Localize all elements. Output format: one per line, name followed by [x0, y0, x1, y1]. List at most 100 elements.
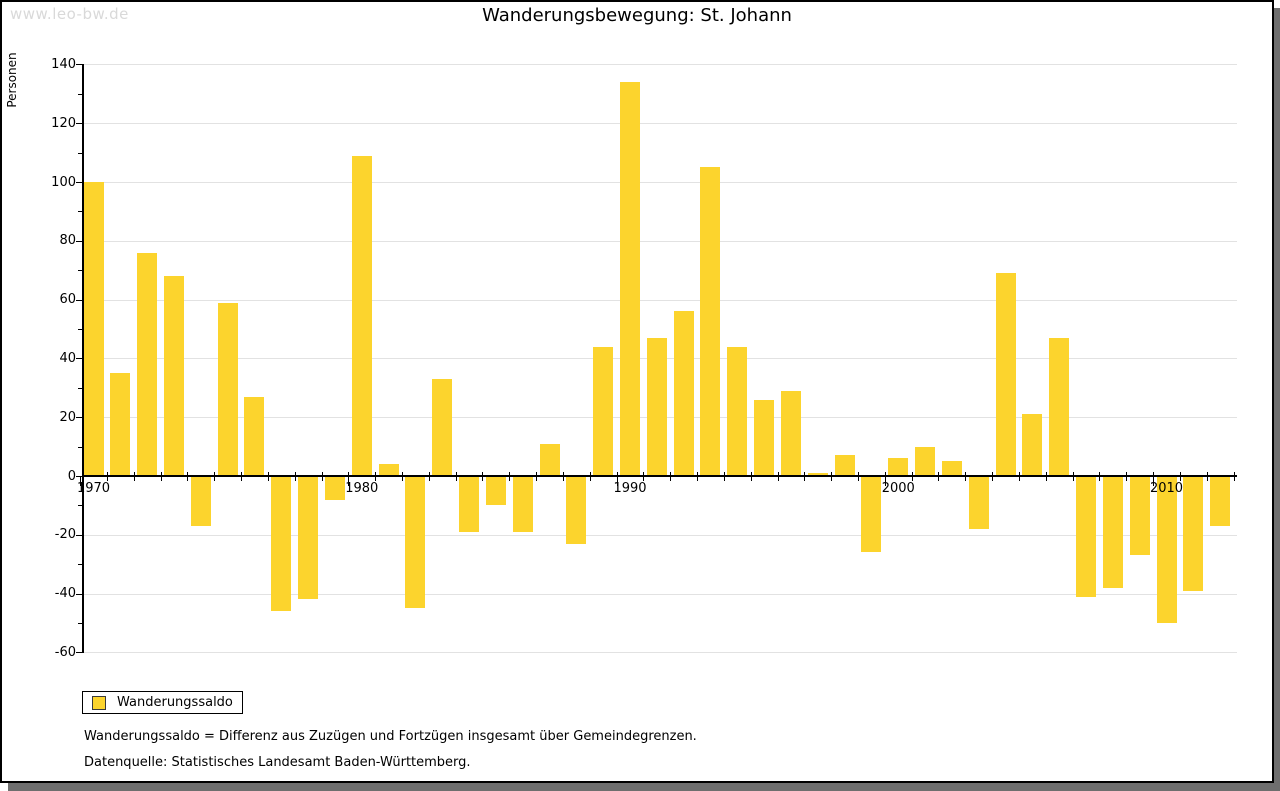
y-minor-tick: [78, 623, 82, 624]
x-year-tick: [938, 472, 940, 481]
bar-1987: [539, 443, 560, 476]
gridline: [82, 240, 1237, 242]
y-minor-tick: [78, 387, 82, 389]
x-decade-tick: [616, 476, 618, 486]
x-year-tick: [804, 472, 806, 481]
x-year-tick: [643, 472, 645, 481]
gridline: [82, 299, 1237, 301]
bar-1975: [217, 302, 238, 476]
x-decade-tick: [80, 476, 82, 486]
y-axis: [82, 64, 84, 653]
bar-2012: [1210, 476, 1231, 526]
bar-1983: [432, 378, 453, 476]
x-year-tick: [562, 472, 564, 481]
legend-label: Wanderungssaldo: [117, 695, 233, 710]
bar-2011: [1183, 476, 1204, 591]
y-tick: [76, 299, 82, 301]
y-minor-tick: [78, 93, 82, 95]
x-decade-label: 2000: [881, 481, 915, 496]
y-tick: [76, 240, 82, 242]
chart-title: Wanderungsbewegung: St. Johann: [482, 5, 792, 26]
x-year-tick: [831, 472, 833, 481]
x-year-tick: [294, 472, 296, 481]
footnote-source: Datenquelle: Statistisches Landesamt Bad…: [84, 755, 471, 770]
bar-1972: [137, 252, 158, 476]
x-year-tick: [133, 472, 135, 481]
y-minor-tick: [78, 505, 82, 507]
y-tick: [76, 417, 82, 419]
x-year-tick: [428, 472, 430, 481]
x-year-tick: [241, 472, 243, 481]
x-year-tick: [509, 472, 511, 481]
bar-2000: [888, 458, 909, 476]
x-year-tick: [1099, 472, 1101, 481]
x-year-tick: [1233, 472, 1235, 481]
y-tick-label: 140: [51, 56, 76, 72]
bar-1976: [244, 396, 265, 476]
bar-1984: [459, 476, 480, 532]
y-minor-tick: [78, 270, 82, 272]
x-decade-label: 2010: [1149, 481, 1184, 496]
bar-1988: [566, 476, 587, 544]
x-year-tick: [160, 472, 162, 481]
x-year-tick: [267, 472, 269, 481]
x-year-tick: [321, 472, 323, 481]
bar-1973: [163, 276, 184, 476]
bar-1993: [700, 167, 721, 476]
bar-1996: [780, 390, 801, 476]
bar-1992: [673, 311, 694, 476]
x-year-tick: [1072, 472, 1074, 481]
bar-1990: [620, 82, 640, 476]
x-year-tick: [106, 472, 108, 481]
bar-1980: [351, 155, 372, 476]
bar-1971: [110, 373, 131, 476]
bar-2005: [1022, 414, 1043, 476]
x-year-tick: [1045, 472, 1047, 481]
y-tick: [76, 534, 82, 536]
bar-1997: [807, 473, 828, 476]
y-tick: [76, 182, 82, 183]
y-tick-label: 40: [59, 350, 76, 366]
x-year-tick: [536, 472, 538, 481]
y-tick-label: 120: [51, 115, 76, 131]
y-tick-label: 80: [59, 233, 76, 249]
x-year-tick: [670, 472, 672, 481]
x-year-tick: [1018, 472, 1020, 481]
bar-1978: [298, 476, 319, 600]
y-minor-tick: [78, 329, 82, 330]
x-year-tick: [858, 472, 859, 481]
y-tick-label: 100: [51, 174, 76, 190]
bar-2009: [1129, 476, 1150, 556]
x-year-tick: [1126, 472, 1128, 481]
bar-1991: [646, 337, 667, 476]
y-tick: [76, 358, 82, 360]
y-tick-label: 0: [67, 468, 76, 484]
x-decade-label: 1990: [613, 481, 647, 496]
bar-1989: [593, 346, 614, 476]
x-year-tick: [1206, 472, 1208, 481]
x-year-tick: [750, 472, 752, 481]
y-tick: [76, 652, 82, 654]
legend-box: Wanderungssaldo: [82, 691, 243, 714]
x-decade-label: 1970: [76, 481, 111, 496]
bar-1995: [754, 399, 775, 476]
footnote-definition: Wanderungssaldo = Differenz aus Zuzügen …: [84, 729, 697, 744]
bar-1986: [512, 476, 533, 532]
bar-1974: [190, 476, 211, 526]
gridline: [82, 123, 1237, 125]
x-year-tick: [187, 472, 189, 481]
legend-swatch-icon: [92, 695, 106, 710]
x-year-tick: [455, 472, 457, 481]
bar-1977: [271, 476, 292, 612]
x-year-tick: [214, 472, 216, 481]
x-year-tick: [482, 472, 484, 481]
y-minor-tick: [78, 211, 82, 213]
x-year-tick: [965, 472, 967, 481]
gridline: [82, 534, 1237, 536]
y-tick-label: 20: [59, 409, 76, 425]
bar-2001: [915, 446, 936, 476]
y-axis-title: Personen: [5, 52, 19, 108]
x-year-tick: [1179, 472, 1181, 481]
x-year-tick: [723, 472, 725, 481]
